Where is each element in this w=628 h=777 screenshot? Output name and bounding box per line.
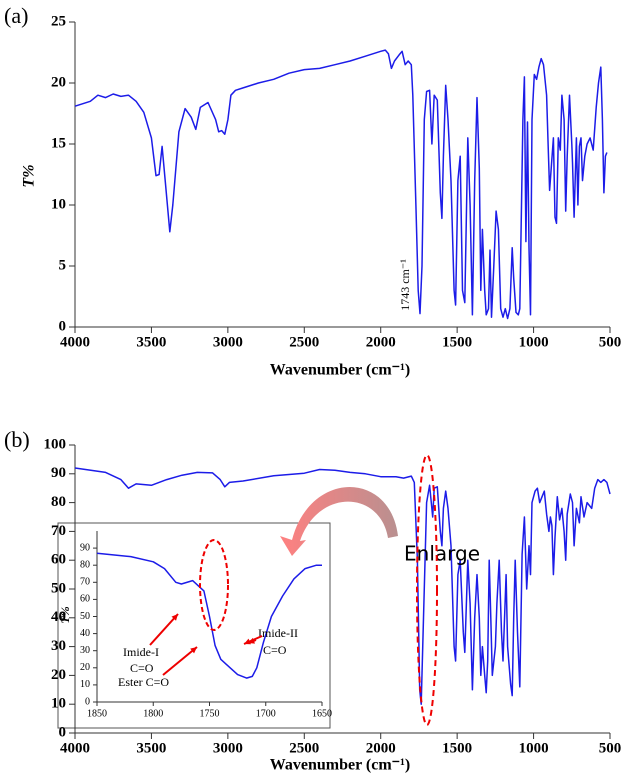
highlight-ellipse [199,539,229,631]
x-tick-label: 1500 [442,740,472,756]
y-tick-label: 50 [80,611,90,622]
x-tick-label: 2500 [289,740,319,756]
x-tick-label: 3000 [213,740,243,756]
annotation: C=O [263,643,287,657]
y-tick-label: 20 [80,662,90,673]
spectrum-line [74,49,608,320]
y-tick-label: 70 [51,523,66,539]
spectrum-line [74,467,611,705]
x-tick-label: 1750 [200,708,220,719]
pointer-arrowhead [190,647,197,654]
y-tick-label: 30 [80,645,90,656]
x-tick-label: 1800 [143,708,163,719]
annotation: Imide-I [123,645,159,659]
y-tick-label: 10 [80,679,90,690]
y-tick-label: 0 [85,696,90,707]
x-tick-label: 3500 [136,334,166,350]
y-tick-label: 50 [51,580,66,596]
annotation: Imide-II [258,626,298,640]
spectrum-line [96,552,322,679]
y-tick-label: 80 [80,559,90,570]
x-tick-label: 3500 [136,740,166,756]
x-tick-label: 1500 [442,334,472,350]
y-tick-label: 15 [51,135,66,151]
pointer-arrowhead [171,614,178,621]
annotation: 1743 cm⁻¹ [398,259,412,311]
pointer-arrow [149,613,179,646]
y-tick-label: 10 [51,696,66,712]
x-tick-label: 500 [599,740,622,756]
pointer-arrowhead [244,638,251,645]
x-tick-label: 1000 [519,334,549,350]
x-tick-label: 1700 [256,708,276,719]
panel-label: (b) [4,427,30,452]
y-tick-label: 40 [51,609,66,625]
y-tick-label: 90 [80,542,90,553]
annotation: Enlarge [404,542,480,566]
x-tick-label: 2000 [366,334,396,350]
annotation: Ester C=O [118,675,169,689]
pointer-arrow [162,646,198,676]
y-tick-label: 0 [59,724,67,740]
x-tick-label: 1850 [87,708,107,719]
x-tick-label: 2500 [289,334,319,350]
panel-label: (a) [4,3,28,28]
y-tick-label: 80 [51,494,66,510]
x-axis-label: Wavenumber (cm⁻¹) [270,757,410,774]
y-axis-label: T% [58,606,72,623]
x-tick-label: 4000 [60,334,90,350]
inset-frame [57,522,331,729]
y-tick-label: 5 [59,257,67,273]
y-tick-label: 70 [80,577,90,588]
y-tick-label: 40 [80,628,90,639]
annotation: C=O [130,661,154,675]
y-tick-label: 25 [51,13,66,29]
x-tick-label: 4000 [60,740,90,756]
y-tick-label: 90 [51,465,66,481]
y-tick-label: 100 [44,436,67,452]
x-tick-label: 2000 [366,740,396,756]
enlarge-arrow [280,486,398,556]
x-axis-label: Wavenumber (cm⁻¹) [270,362,410,379]
x-tick-label: 3000 [213,334,243,350]
y-tick-label: 0 [59,318,67,334]
x-tick-label: 1000 [519,740,549,756]
x-tick-label: 1650 [312,708,332,719]
y-tick-label: 20 [51,74,66,90]
highlight-ellipse [416,454,438,726]
y-tick-label: 10 [51,196,66,212]
y-axis-label: T% [21,164,38,187]
y-tick-label: 60 [51,552,66,568]
y-tick-label: 30 [51,638,66,654]
y-tick-label: 20 [51,667,66,683]
y-tick-label: 60 [80,594,90,605]
x-tick-label: 500 [599,334,622,350]
